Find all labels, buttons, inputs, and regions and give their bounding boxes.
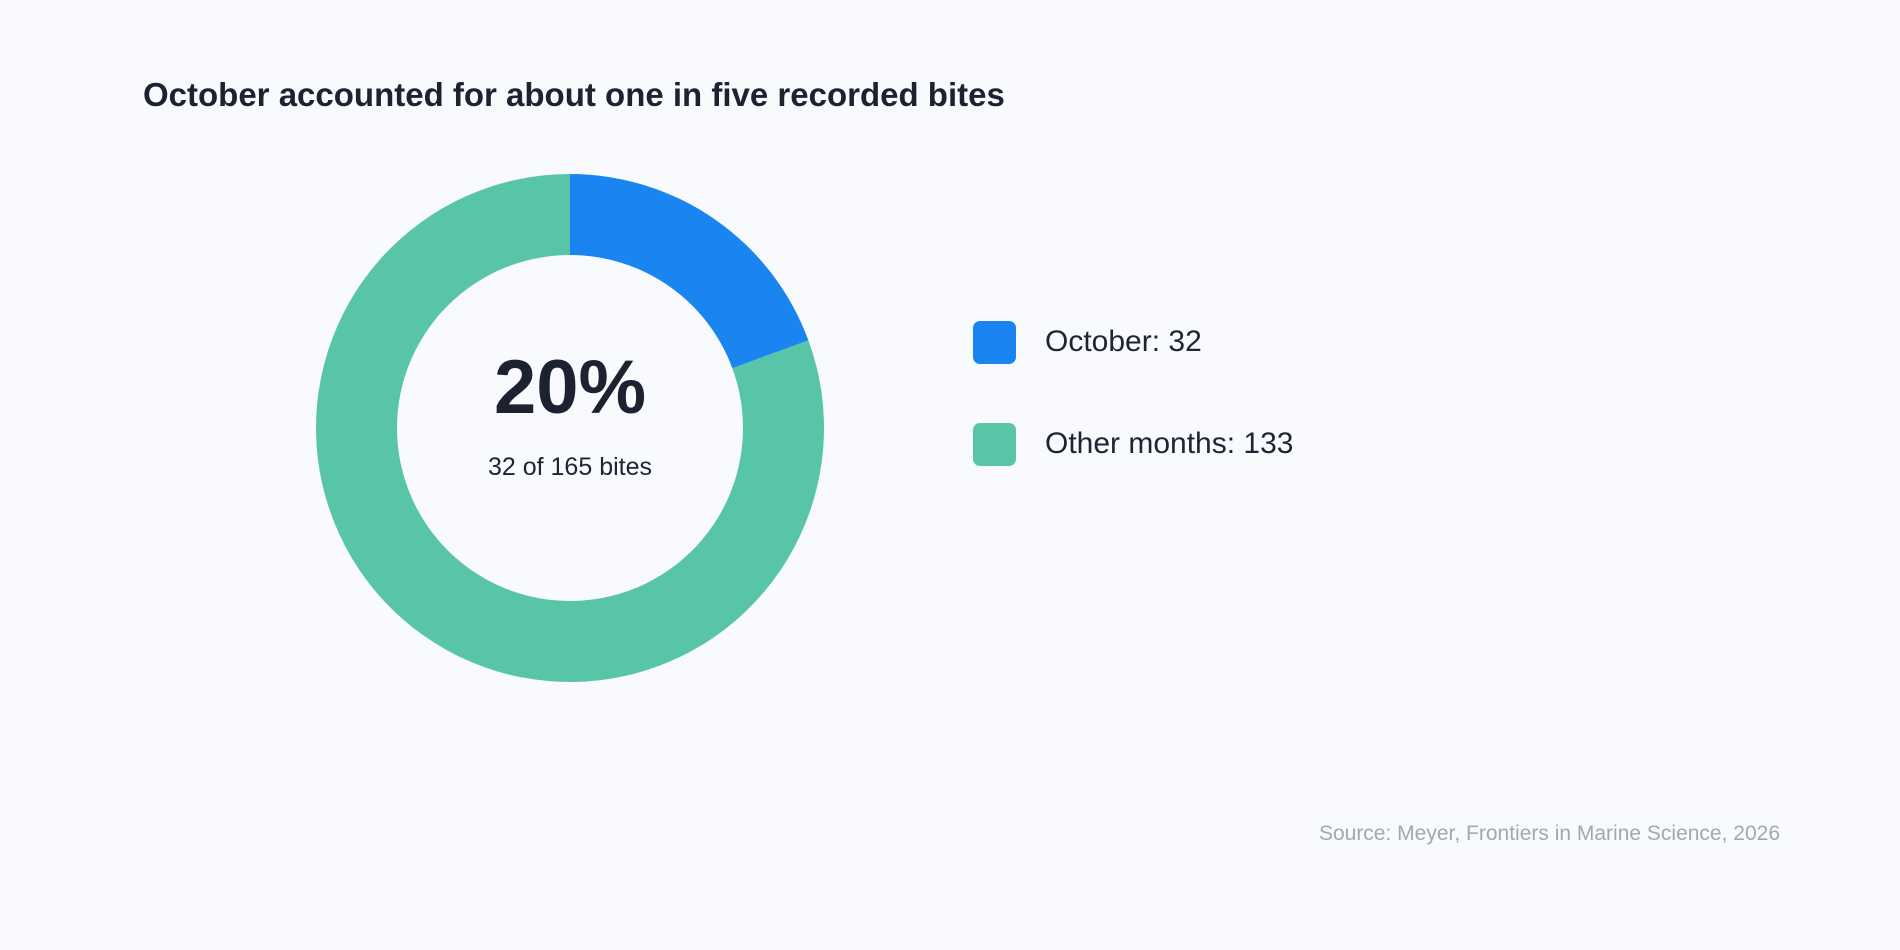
donut-slice-october	[570, 174, 809, 369]
legend-swatch-october	[973, 320, 1016, 364]
legend-item-october: October: 32	[973, 320, 1293, 364]
legend-item-other-months: Other months: 133	[973, 422, 1293, 466]
donut-chart: 20% 32 of 165 bites	[315, 174, 824, 683]
center-percentage: 20%	[494, 345, 646, 430]
center-caption: 32 of 165 bites	[488, 453, 652, 481]
legend-swatch-other-months	[973, 422, 1016, 466]
legend: October: 32 Other months: 133	[973, 320, 1293, 524]
legend-label-october: October: 32	[1045, 325, 1202, 358]
donut-slice-other-months	[315, 174, 824, 683]
chart-title: October accounted for about one in five …	[143, 76, 1005, 113]
source-note: Source: Meyer, Frontiers in Marine Scien…	[1318, 822, 1780, 845]
legend-label-other-months: Other months: 133	[1045, 427, 1294, 460]
donut-slices	[315, 174, 824, 683]
